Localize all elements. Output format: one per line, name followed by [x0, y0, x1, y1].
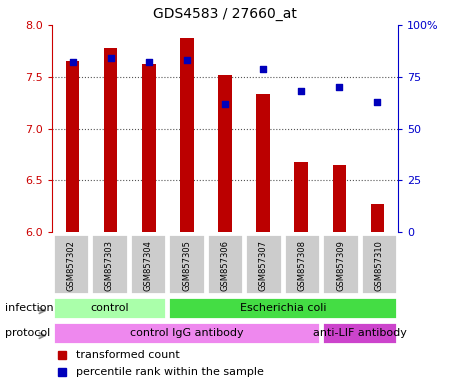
Text: GSM857304: GSM857304 [144, 240, 153, 291]
Point [183, 57, 190, 63]
Text: anti-LIF antibody: anti-LIF antibody [313, 328, 407, 338]
Text: GSM857302: GSM857302 [67, 240, 76, 291]
Bar [322, 233, 359, 295]
Text: GSM857303: GSM857303 [105, 240, 114, 291]
Title: GDS4583 / 27660_at: GDS4583 / 27660_at [153, 7, 297, 21]
Point [145, 59, 153, 65]
Text: GSM857310: GSM857310 [374, 240, 383, 291]
Text: percentile rank within the sample: percentile rank within the sample [76, 366, 264, 377]
Bar [104, 48, 117, 232]
Point [221, 101, 229, 107]
Bar [284, 233, 320, 295]
Point [107, 55, 114, 61]
Bar [245, 233, 282, 295]
Bar [53, 233, 89, 295]
Text: GSM857308: GSM857308 [297, 240, 306, 291]
Text: GSM857306: GSM857306 [220, 240, 230, 291]
Bar [168, 233, 205, 295]
Bar [53, 297, 166, 319]
Bar [180, 38, 194, 232]
Bar [207, 233, 243, 295]
Bar [294, 162, 308, 232]
Text: protocol: protocol [4, 328, 50, 338]
Text: infection: infection [4, 303, 53, 313]
Bar [142, 65, 156, 232]
Bar [256, 94, 270, 232]
Text: control IgG antibody: control IgG antibody [130, 328, 243, 338]
Bar [371, 204, 384, 232]
Bar [130, 233, 166, 295]
Text: control: control [90, 303, 129, 313]
Point [336, 84, 343, 90]
Text: GSM857309: GSM857309 [336, 240, 345, 291]
Bar [66, 61, 79, 232]
Text: Escherichia coli: Escherichia coli [239, 303, 326, 313]
Bar [91, 233, 128, 295]
Point [374, 99, 381, 105]
Bar [218, 75, 232, 232]
Point [297, 88, 305, 94]
Text: GSM857305: GSM857305 [182, 240, 191, 291]
Text: transformed count: transformed count [76, 350, 180, 360]
Point [69, 59, 76, 65]
Text: GSM857307: GSM857307 [259, 240, 268, 291]
Bar [333, 165, 346, 232]
Bar [322, 322, 397, 344]
Bar [168, 297, 397, 319]
Bar [53, 322, 320, 344]
Point [260, 65, 267, 71]
Bar [361, 233, 397, 295]
